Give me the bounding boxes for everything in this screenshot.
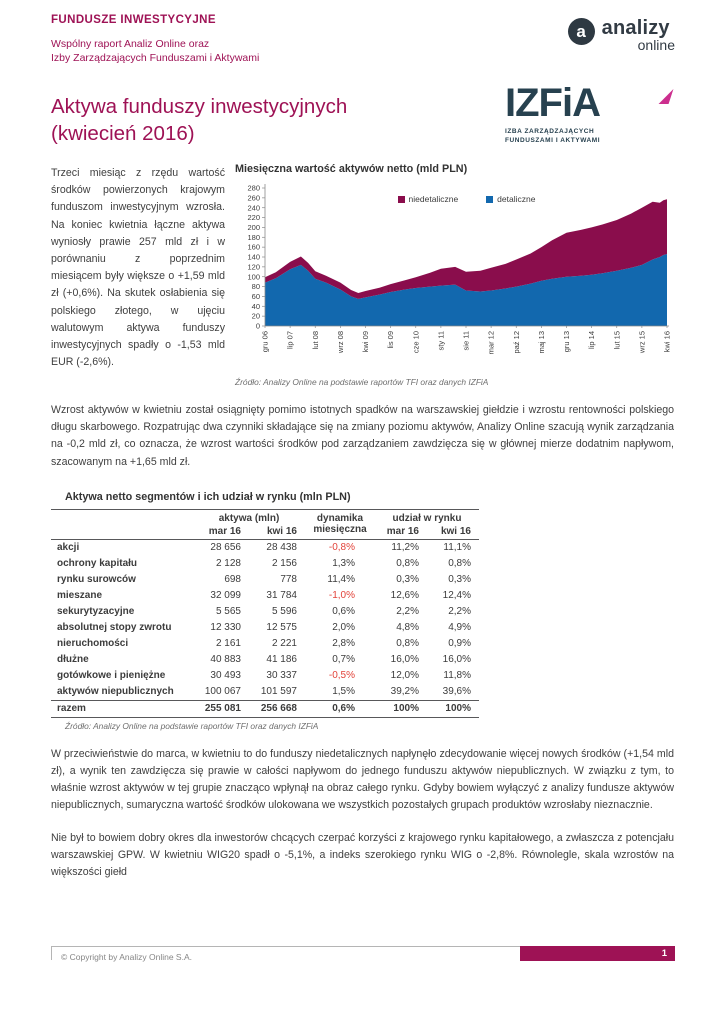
svg-text:lis 09: lis 09 <box>386 331 395 349</box>
table-row: dłużne 40 883 41 186 0,7% 16,0% 16,0% <box>57 654 471 666</box>
page-title-line-1: Aktywa funduszy inwestycyjnych <box>51 95 348 118</box>
table-row: nieruchomości 2 161 2 221 2,8% 0,8% 0,9% <box>57 638 471 650</box>
svg-text:240: 240 <box>247 203 260 212</box>
segments-table-body: akcji 28 656 28 438 -0,8% 11,2% 11,1% ochrony … <box>51 538 479 718</box>
svg-text:200: 200 <box>247 223 260 232</box>
svg-text:lut 08: lut 08 <box>311 331 320 349</box>
table-row: absolutnej stopy zwrotu 12 330 12 575 2,0% 4… <box>57 622 471 634</box>
svg-text:60: 60 <box>252 292 260 301</box>
legend-label-detaliczne: detaliczne <box>497 194 536 204</box>
chart-block: Miesięczna wartość aktywów netto (mld PL… <box>233 163 674 387</box>
table-row: gotówkowe i pieniężne 30 493 30 337 -0,5% 12… <box>57 670 471 682</box>
intro-and-chart-section: Trzeci miesiąc z rzędu wartość środków p… <box>51 163 674 387</box>
report-subtitle-line-1: Wspólny raport Analiz Online oraz <box>51 38 210 50</box>
table-title: Aktywa netto segmentów i ich udział w ry… <box>65 490 351 503</box>
paragraph-market-comment: Wzrost aktywów w kwietniu został osiągni… <box>51 404 674 468</box>
header-aktywa-mar16: mar 16 <box>208 525 241 537</box>
analizy-online-logo: a analizy online <box>567 18 675 53</box>
svg-text:260: 260 <box>247 193 260 202</box>
chart-title: Miesięczna wartość aktywów netto (mld PL… <box>235 163 468 175</box>
detaliczne-swatch-icon <box>486 195 494 203</box>
table-row: ochrony kapitału 2 128 2 156 1,3% 0,8% 0,8% <box>57 558 471 570</box>
izfia-wordmark: IZFiA <box>505 82 675 124</box>
svg-text:cze 10: cze 10 <box>411 331 420 353</box>
svg-text:maj 13: maj 13 <box>537 331 546 354</box>
report-subtitle-line-2: Izby Zarządzających Funduszami i Aktywam… <box>51 52 260 64</box>
izfia-caption-line-2: FUNDUSZAMI I AKTYWAMI <box>505 137 601 144</box>
svg-text:sie 11: sie 11 <box>462 331 471 350</box>
svg-text:140: 140 <box>247 253 260 262</box>
table-row: rynku surowców 698 778 11,4% 0,3% 0,3% <box>57 574 471 586</box>
svg-text:40: 40 <box>252 302 260 311</box>
svg-text:lut 15: lut 15 <box>612 331 621 349</box>
table-row: aktywów niepublicznych 100 067 101 597 1,5%… <box>57 686 471 698</box>
svg-text:wrz 15: wrz 15 <box>637 331 646 354</box>
header-dynamika: dynamika miesięczna <box>313 513 367 536</box>
header-udzial-kwi16: kwi 16 <box>440 525 471 537</box>
izfia-caption: IZBA ZARZĄDZAJĄCYCH FUNDUSZAMI I AKTYWAM… <box>505 127 675 145</box>
svg-text:220: 220 <box>247 213 260 222</box>
paragraph-flows: W przeciwieństwie do marca, w kwietniu t… <box>51 747 674 812</box>
svg-text:lip 07: lip 07 <box>286 331 295 349</box>
analizy-wordmark: analizy online <box>602 18 675 53</box>
svg-text:100: 100 <box>247 272 260 281</box>
svg-text:paź 12: paź 12 <box>512 331 521 354</box>
table-row: mieszane 32 099 31 784 -1,0% 12,6% 12,4% <box>57 590 471 602</box>
svg-text:kwi 09: kwi 09 <box>361 331 370 352</box>
analizy-a-letter: a <box>576 21 586 41</box>
header-aktywa-mln: aktywa (mln) <box>218 512 280 524</box>
table-group-header-row: aktywa (mln) dynamika miesięczna udział … <box>51 509 479 536</box>
analizy-name: analizy <box>601 17 670 39</box>
chart-legend: niedetaliczne detaliczne <box>265 194 668 204</box>
net-assets-chart: 0 20 40 60 80 100 120 140 160 180 200 220 240 260 280 g… <box>233 178 674 375</box>
table-total-row: razem 255 081 256 668 0,6% 100% 100% <box>51 699 479 718</box>
legend-item-niedetaliczne: niedetaliczne <box>397 194 459 204</box>
svg-text:gru 13: gru 13 <box>562 331 571 352</box>
svg-text:sty 11: sty 11 <box>436 331 445 350</box>
svg-text:wrz 08: wrz 08 <box>336 331 345 354</box>
table-sub-header-row: mar 16 kwi 16 mar 16 kwi 16 <box>51 526 479 540</box>
svg-text:280: 280 <box>247 184 260 193</box>
table-source: Źródło: Analizy Online na podstawie rapo… <box>65 720 319 731</box>
intro-paragraph: Trzeci miesiąc z rzędu wartość środków p… <box>51 167 225 369</box>
page-number-badge: 1 <box>520 946 675 961</box>
header-udzial: udział w rynku <box>392 512 462 524</box>
svg-text:kwi 16: kwi 16 <box>663 331 672 352</box>
svg-text:lip 14: lip 14 <box>587 331 596 349</box>
svg-text:180: 180 <box>247 233 260 242</box>
header-udzial-mar16: mar 16 <box>386 525 419 537</box>
paragraph-stock-market: Nie był to bowiem dobry okres dla inwest… <box>51 831 674 879</box>
svg-text:gru 06: gru 06 <box>261 331 270 352</box>
legend-item-detaliczne: detaliczne <box>486 194 535 204</box>
svg-text:0: 0 <box>256 322 260 331</box>
niedetaliczne-swatch-icon <box>397 195 405 203</box>
svg-text:120: 120 <box>247 262 260 271</box>
izfia-letters: IZFiA <box>505 81 601 125</box>
svg-text:160: 160 <box>247 243 260 252</box>
footer: © Copyright by Analizy Online S.A. 1 <box>51 946 675 965</box>
analizy-online-label: online <box>637 37 675 53</box>
page-title-line-2: (kwiecień 2016) <box>51 122 195 145</box>
analizy-a-icon: a <box>567 18 595 45</box>
page-title: Aktywa funduszy inwestycyjnych (kwiecień… <box>51 93 674 147</box>
izfia-caption-line-1: IZBA ZARZĄDZAJĄCYCH <box>505 128 595 135</box>
report-subtitle: Wspólny raport Analiz Online oraz Izby Z… <box>51 37 674 65</box>
copyright-note: © Copyright by Analizy Online S.A. <box>61 952 192 962</box>
svg-text:20: 20 <box>252 312 260 321</box>
chart-source: Źródło: Analizy Online na podstawie rapo… <box>235 377 489 387</box>
svg-text:mar 12: mar 12 <box>487 331 496 354</box>
izfia-accent-icon <box>658 89 674 104</box>
report-kicker: FUNDUSZE INWESTYCYJNE <box>51 14 216 26</box>
segments-table: aktywa (mln) dynamika miesięczna udział … <box>51 508 479 718</box>
table-row: akcji 28 656 28 438 -0,8% 11,2% 11,1% <box>51 538 479 556</box>
header-aktywa-kwi16: kwi 16 <box>266 525 297 537</box>
svg-text:80: 80 <box>252 282 260 291</box>
izfia-logo: IZFiA IZBA ZARZĄDZAJĄCYCH FUNDUSZAMI I A… <box>505 82 675 145</box>
table-row: sekurytyzacyjne 5 565 5 596 0,6% 2,2% 2,2% <box>57 606 471 618</box>
legend-label-niedetaliczne: niedetaliczne <box>408 194 459 204</box>
segments-table-section: Aktywa netto segmentów i ich udział w ry… <box>51 491 674 731</box>
